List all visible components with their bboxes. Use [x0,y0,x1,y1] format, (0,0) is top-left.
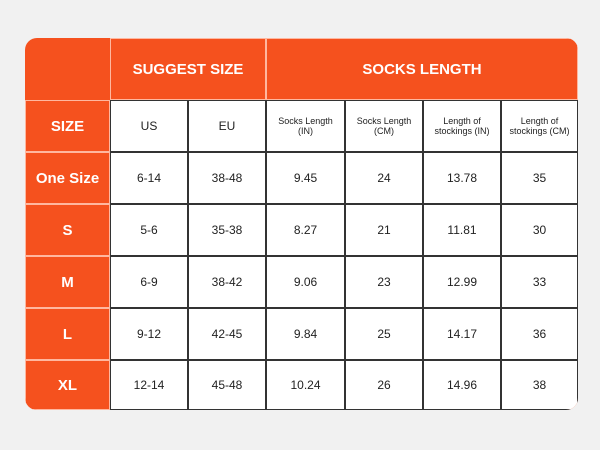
table-cell: 8.27 [266,204,345,256]
column-header: EU [188,100,266,152]
column-header: Length of stockings (IN) [423,100,501,152]
group-header: SOCKS LENGTH [266,38,578,100]
table-cell: 26 [345,360,423,410]
table-cell: 38 [501,360,578,410]
table-cell: 35-38 [188,204,266,256]
table-cell: 9.84 [266,308,345,360]
table-cell: 14.96 [423,360,501,410]
table-cell: 33 [501,256,578,308]
table-cell: 12.99 [423,256,501,308]
table-cell: 10.24 [266,360,345,410]
column-header: SIZE [25,100,110,152]
table-cell: 11.81 [423,204,501,256]
table-cell: 9.06 [266,256,345,308]
table-cell: 23 [345,256,423,308]
table-cell: 36 [501,308,578,360]
table-cell: 38-42 [188,256,266,308]
table-cell: 38-48 [188,152,266,204]
table-cell: 9.45 [266,152,345,204]
table-cell: 45-48 [188,360,266,410]
table-cell: 6-14 [110,152,188,204]
row-header: M [25,256,110,308]
column-header: Socks Length (IN) [266,100,345,152]
row-header: XL [25,360,110,410]
table-cell: 42-45 [188,308,266,360]
table-cell: 14.17 [423,308,501,360]
table-cell: 12-14 [110,360,188,410]
column-header: US [110,100,188,152]
table-cell: 21 [345,204,423,256]
row-header: L [25,308,110,360]
size-chart: SUGGEST SIZE SOCKS LENGTH SIZE US EU Socks Le… [25,38,578,410]
column-header: Socks Length (CM) [345,100,423,152]
table-cell: 6-9 [110,256,188,308]
table-cell: 5-6 [110,204,188,256]
table-cell: 13.78 [423,152,501,204]
table-cell: 24 [345,152,423,204]
table-cell: 9-12 [110,308,188,360]
group-header: SUGGEST SIZE [110,38,266,100]
row-header: S [25,204,110,256]
column-header: Length of stockings (CM) [501,100,578,152]
table-cell: 35 [501,152,578,204]
row-header: One Size [25,152,110,204]
table-cell: 25 [345,308,423,360]
table-cell: 30 [501,204,578,256]
